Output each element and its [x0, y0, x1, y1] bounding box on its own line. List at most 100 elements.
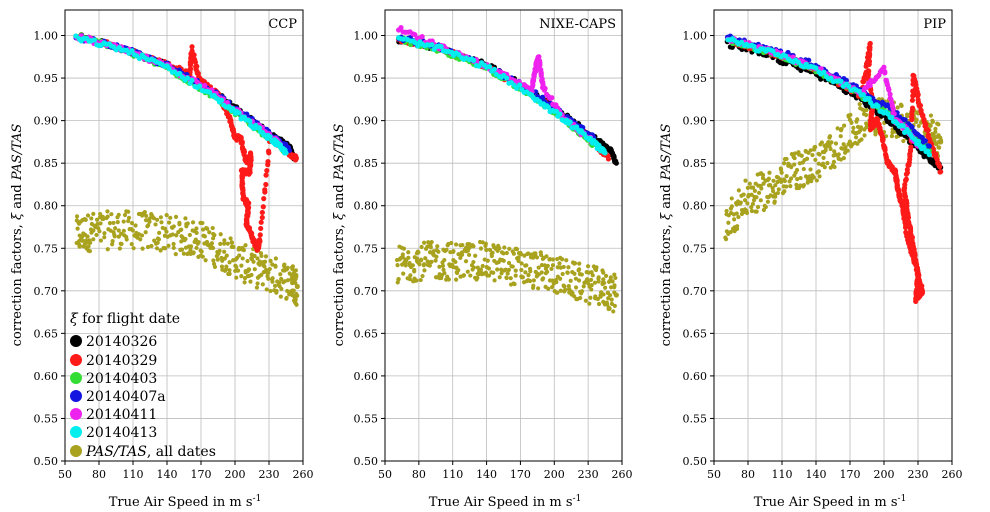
data-point — [256, 237, 263, 243]
data-point — [142, 210, 147, 215]
data-point — [756, 190, 762, 195]
x-tick-label: 230 — [908, 468, 929, 481]
data-point — [761, 181, 766, 186]
data-point — [407, 277, 412, 282]
data-point — [117, 246, 122, 251]
data-point — [456, 268, 461, 273]
x-tick-label: 140 — [157, 468, 178, 481]
data-point — [239, 140, 245, 146]
data-point — [902, 224, 909, 231]
data-point — [256, 125, 262, 131]
x-tick-label: 260 — [612, 468, 633, 481]
data-point — [159, 220, 164, 225]
data-point — [442, 271, 447, 276]
data-point — [415, 43, 421, 49]
data-point — [279, 276, 284, 282]
data-point — [266, 276, 271, 281]
y-tick-label: 0.80 — [683, 200, 708, 213]
data-point — [523, 270, 528, 275]
data-point — [205, 226, 210, 231]
data-point — [513, 273, 518, 278]
x-tick-label: 80 — [741, 468, 755, 481]
data-point — [231, 244, 236, 250]
x-tick-label: 200 — [225, 468, 246, 481]
data-point — [602, 280, 607, 286]
panel-ccp: correction factors, ξ and PAS/TAS True A… — [10, 9, 314, 510]
data-point — [601, 270, 606, 275]
data-point — [841, 156, 846, 161]
data-points — [723, 33, 944, 304]
data-point — [758, 183, 763, 189]
legend-item: 20140407a — [70, 389, 166, 405]
data-point — [612, 285, 617, 290]
data-point — [525, 251, 530, 257]
y-tick-label: 0.50 — [683, 455, 708, 468]
data-point — [129, 48, 135, 54]
y-tick-label: 0.65 — [34, 327, 59, 340]
data-point — [566, 283, 571, 289]
legend-marker — [70, 426, 82, 438]
legend-marker — [70, 445, 82, 457]
data-point — [749, 208, 754, 214]
data-point — [131, 246, 136, 251]
data-point — [240, 256, 245, 261]
data-point — [164, 229, 169, 234]
data-point — [557, 261, 562, 266]
data-point — [468, 273, 473, 278]
data-point — [418, 277, 423, 283]
data-point — [255, 256, 260, 261]
data-point — [87, 249, 92, 254]
y-tick-label: 0.95 — [354, 72, 379, 85]
data-point — [822, 164, 827, 170]
data-point — [590, 273, 595, 278]
data-point — [560, 257, 565, 262]
x-tick-label: 140 — [806, 468, 827, 481]
y-tick-label: 0.60 — [34, 370, 59, 383]
data-point — [846, 83, 852, 89]
data-point — [105, 209, 110, 214]
data-point — [903, 176, 909, 182]
data-point — [158, 248, 163, 253]
data-point — [514, 247, 520, 252]
data-point — [94, 217, 100, 222]
data-point — [129, 242, 134, 247]
data-point — [502, 245, 507, 250]
data-point — [196, 240, 201, 245]
data-point — [86, 244, 91, 249]
data-point — [510, 264, 515, 269]
legend-item: 20140326 — [70, 334, 157, 350]
data-point — [938, 139, 944, 145]
data-point — [609, 297, 614, 302]
data-point — [928, 113, 934, 118]
data-point — [904, 208, 910, 214]
data-point — [473, 253, 478, 258]
data-point — [426, 240, 431, 245]
data-point — [212, 264, 218, 270]
data-point — [895, 105, 900, 110]
data-point — [550, 263, 556, 268]
legend-label: 20140411 — [86, 407, 157, 423]
data-point — [219, 264, 225, 269]
data-point — [230, 105, 236, 112]
data-point — [116, 212, 121, 217]
data-point — [520, 275, 525, 280]
data-point — [156, 237, 162, 242]
data-point — [294, 283, 300, 290]
x-tick-label: 110 — [442, 468, 463, 481]
data-point — [145, 244, 151, 250]
data-point — [609, 301, 614, 306]
data-point — [816, 169, 821, 174]
data-point — [821, 155, 826, 160]
data-point — [805, 180, 810, 185]
data-point — [567, 119, 573, 125]
data-point — [414, 278, 419, 283]
data-point — [855, 117, 860, 122]
x-tick-label: 230 — [259, 468, 280, 481]
data-point — [155, 217, 160, 222]
data-point — [217, 248, 222, 253]
data-point — [257, 262, 262, 267]
data-point — [422, 240, 427, 245]
data-point — [805, 156, 810, 161]
data-point — [561, 264, 566, 270]
x-tick-label: 200 — [874, 468, 895, 481]
